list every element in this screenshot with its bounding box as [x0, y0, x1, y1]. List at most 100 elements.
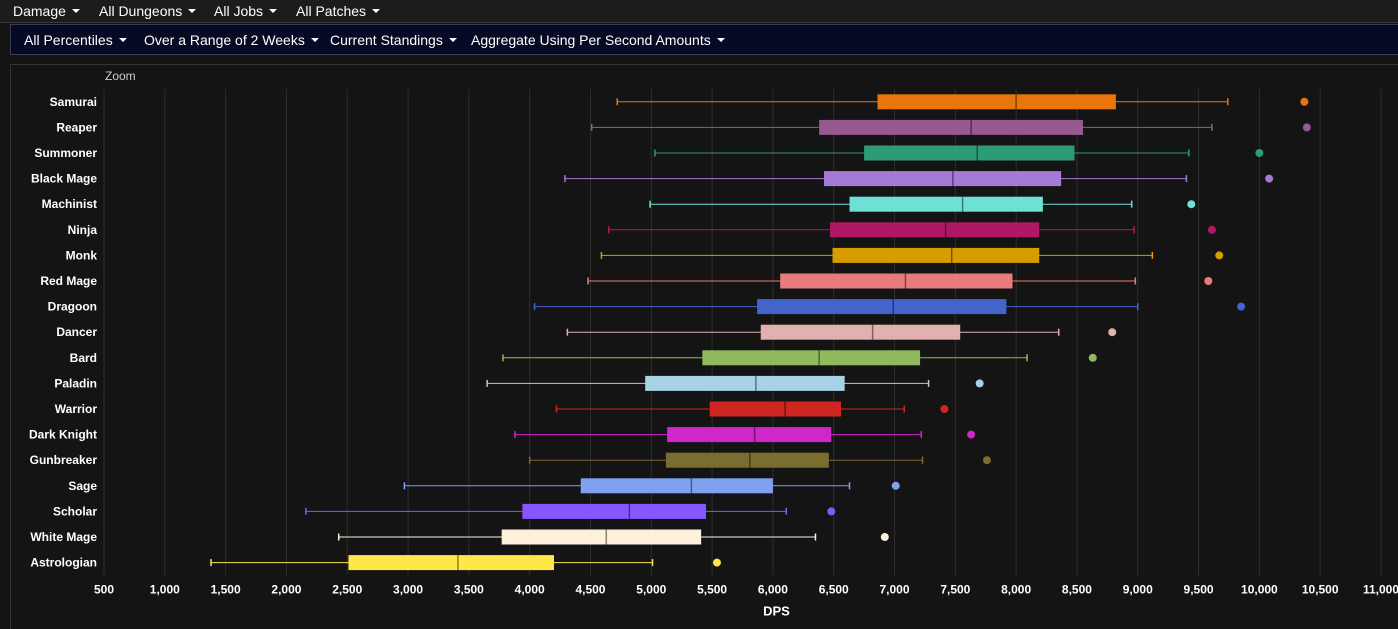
x-tick-label: 1,000 — [150, 582, 180, 596]
job-label: Summoner — [34, 146, 97, 160]
x-tick-label: 11,000 — [1363, 582, 1398, 596]
job-label: Gunbreaker — [30, 453, 98, 467]
aggregate-dropdown-label: Aggregate Using Per Second Amounts — [471, 31, 711, 48]
damage-dropdown-label: Damage — [13, 3, 66, 19]
standings-dropdown-label: Current Standings — [330, 31, 443, 48]
chevron-down-icon — [716, 37, 725, 42]
iqr-box — [864, 145, 1075, 161]
dungeons-dropdown-label: All Dungeons — [99, 3, 183, 19]
outlier-point — [1088, 353, 1097, 362]
iqr-box — [830, 222, 1040, 238]
outlier-point — [1300, 97, 1309, 106]
iqr-box — [757, 299, 1007, 315]
chevron-down-icon — [310, 37, 319, 42]
x-tick-label: 8,000 — [1001, 582, 1031, 596]
iqr-box — [645, 375, 845, 391]
job-label: Samurai — [50, 95, 97, 109]
iqr-box — [501, 529, 702, 545]
jobs-dropdown[interactable]: All Jobs — [214, 0, 278, 22]
job-label: Reaper — [56, 120, 97, 134]
chevron-down-icon — [372, 9, 381, 13]
iqr-box — [849, 196, 1043, 212]
job-label: Sage — [68, 479, 97, 493]
x-tick-label: 8,500 — [1062, 582, 1092, 596]
x-tick-label: 1,500 — [211, 582, 241, 596]
outlier-point — [975, 379, 984, 388]
x-tick-label: 7,500 — [940, 582, 970, 596]
outlier-point — [827, 507, 836, 516]
x-axis-title: DPS — [763, 603, 790, 618]
secondary-filter-bar: All Percentiles Over a Range of 2 Weeks … — [10, 24, 1398, 55]
iqr-box — [665, 452, 829, 468]
x-tick-label: 10,500 — [1302, 582, 1339, 596]
job-label: Paladin — [54, 376, 97, 390]
x-tick-label: 10,000 — [1241, 582, 1278, 596]
outlier-point — [982, 456, 991, 465]
x-tick-label: 9,000 — [1123, 582, 1153, 596]
iqr-box — [819, 119, 1084, 135]
job-label: Monk — [66, 248, 98, 262]
percentiles-dropdown[interactable]: All Percentiles — [24, 25, 127, 54]
iqr-box — [348, 555, 554, 571]
x-tick-label: 3,000 — [393, 582, 423, 596]
outlier-point — [1207, 225, 1216, 234]
outlier-point — [1265, 174, 1274, 183]
job-label: Dancer — [56, 325, 97, 339]
x-tick-label: 2,000 — [271, 582, 301, 596]
chevron-down-icon — [269, 9, 278, 13]
outlier-point — [891, 481, 900, 490]
outlier-point — [1204, 277, 1213, 285]
job-label: Dark Knight — [29, 428, 97, 442]
chevron-down-icon — [448, 37, 457, 42]
iqr-box — [832, 247, 1040, 263]
x-tick-label: 4,000 — [515, 582, 545, 596]
job-label: White Mage — [30, 530, 97, 544]
time-range-dropdown-label: Over a Range of 2 Weeks — [144, 31, 305, 48]
zoom-button[interactable]: Zoom — [105, 69, 136, 83]
outlier-point — [1108, 328, 1117, 337]
outlier-point — [940, 405, 949, 413]
x-tick-label: 4,500 — [575, 582, 605, 596]
chevron-down-icon — [118, 37, 127, 42]
aggregate-dropdown[interactable]: Aggregate Using Per Second Amounts — [471, 25, 725, 54]
iqr-box — [702, 350, 921, 366]
outlier-point — [880, 533, 889, 541]
x-tick-label: 6,500 — [819, 582, 849, 596]
damage-dropdown[interactable]: Damage — [13, 0, 80, 22]
x-tick-label: 5,500 — [697, 582, 727, 596]
outlier-point — [1215, 251, 1224, 260]
iqr-box — [709, 401, 842, 417]
patches-dropdown[interactable]: All Patches — [296, 0, 381, 22]
iqr-box — [780, 273, 1013, 289]
dungeons-dropdown[interactable]: All Dungeons — [99, 0, 197, 22]
outlier-point — [1187, 200, 1196, 209]
job-label: Warrior — [55, 402, 98, 416]
x-tick-label: 9,500 — [1184, 582, 1214, 596]
job-label: Machinist — [42, 197, 97, 211]
jobs-dropdown-label: All Jobs — [214, 3, 264, 19]
chevron-down-icon — [71, 9, 80, 13]
time-range-dropdown[interactable]: Over a Range of 2 Weeks — [144, 25, 319, 54]
iqr-box — [667, 427, 832, 443]
outlier-point — [1302, 123, 1311, 132]
percentiles-dropdown-label: All Percentiles — [24, 31, 113, 48]
x-tick-label: 3,500 — [454, 582, 484, 596]
job-label: Red Mage — [40, 274, 97, 288]
outlier-point — [1237, 302, 1246, 311]
top-filter-bar: Damage All Dungeons All Jobs All Patches — [0, 0, 1398, 23]
outlier-point — [967, 430, 976, 439]
job-label: Astrologian — [30, 556, 97, 570]
x-tick-label: 500 — [94, 582, 114, 596]
iqr-box — [877, 94, 1116, 110]
iqr-box — [760, 324, 961, 340]
outlier-point — [712, 558, 721, 567]
job-label: Scholar — [53, 504, 97, 518]
iqr-box — [823, 171, 1062, 187]
outlier-point — [1255, 149, 1264, 157]
x-tick-label: 6,000 — [758, 582, 788, 596]
iqr-box — [522, 503, 707, 519]
standings-dropdown[interactable]: Current Standings — [330, 25, 457, 54]
x-tick-label: 2,500 — [332, 582, 362, 596]
patches-dropdown-label: All Patches — [296, 3, 367, 19]
x-tick-label: 5,000 — [636, 582, 666, 596]
